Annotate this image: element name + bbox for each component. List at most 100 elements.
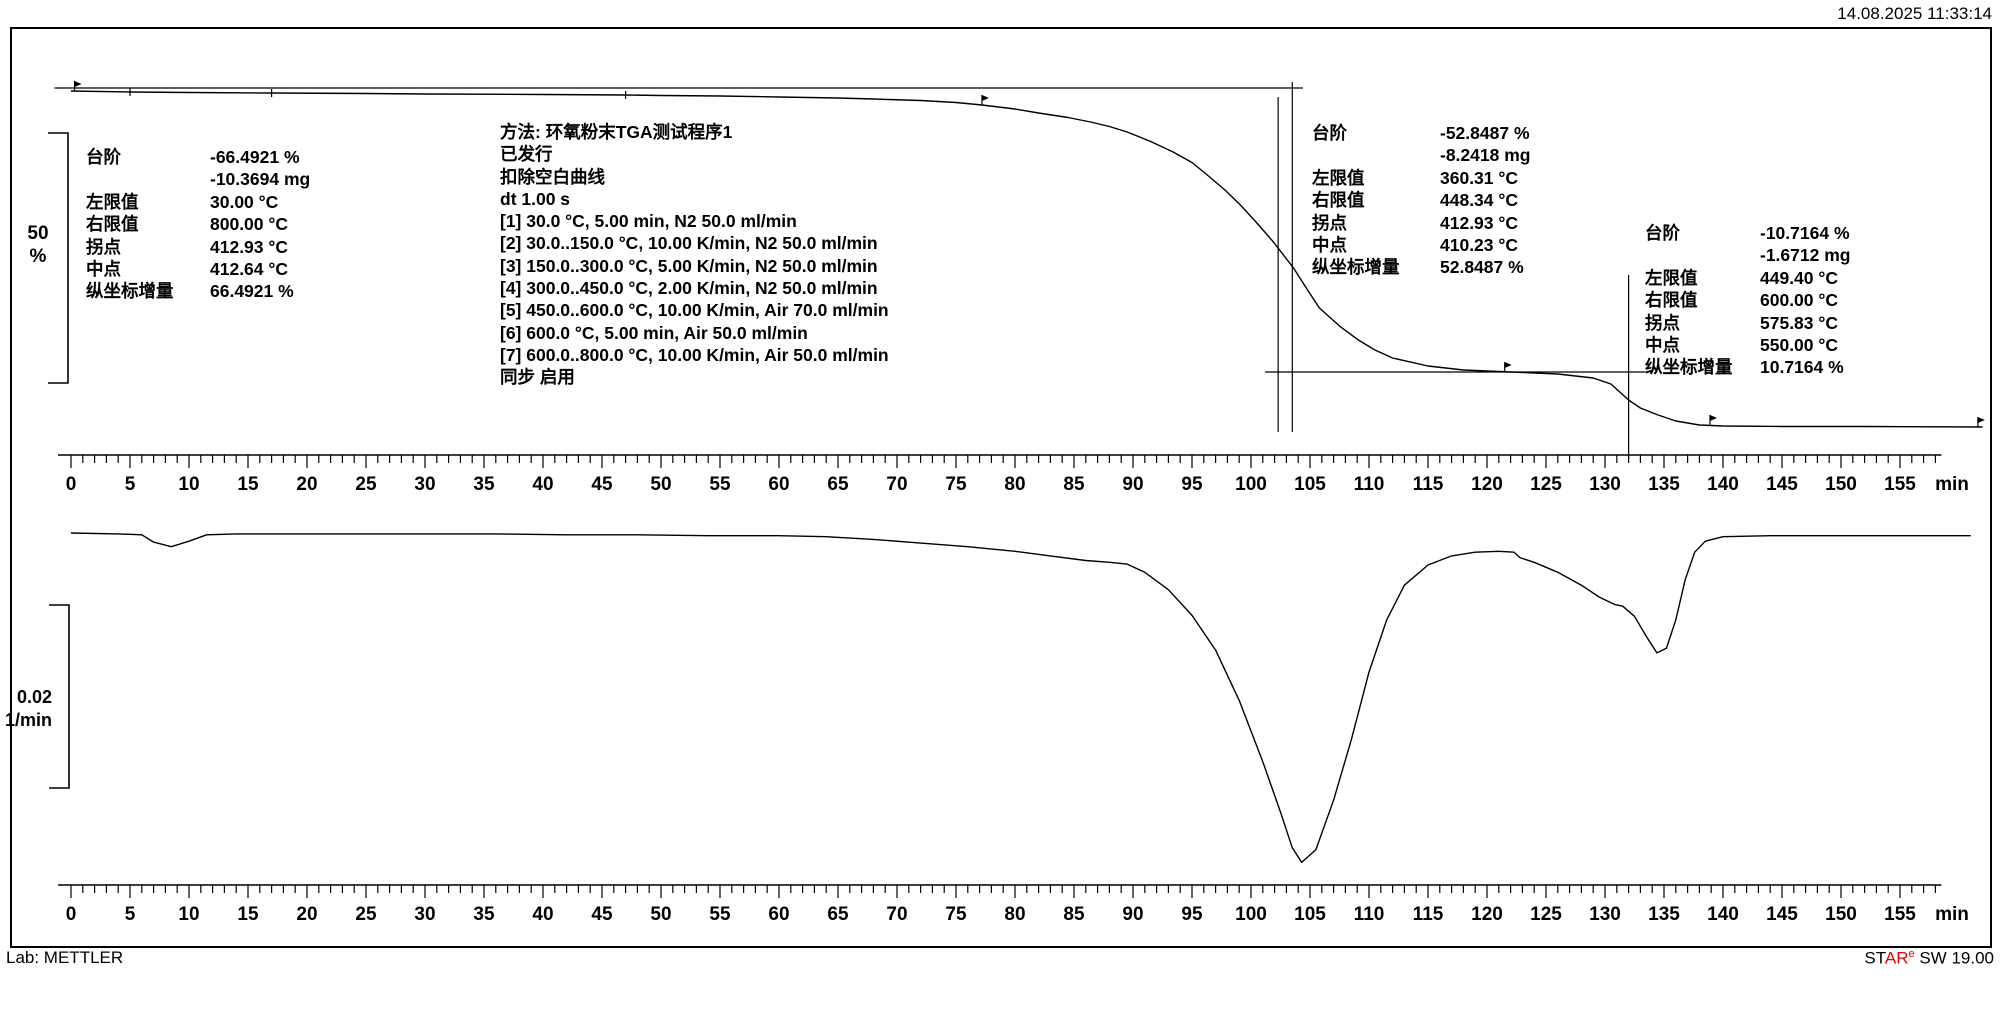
top-time-axis-ticklabel: 105 [1294, 474, 1326, 495]
method-line: [1] 30.0 °C, 5.00 min, N2 50.0 ml/min [500, 211, 797, 232]
result-value: -1.6712 mg [1760, 245, 1851, 266]
result-label: 拐点 [1312, 212, 1347, 233]
bottom-time-axis-unit-label: min [1935, 904, 1969, 925]
top-time-axis-ticklabel: 100 [1235, 474, 1267, 495]
bottom-time-axis-ticklabel: 120 [1471, 904, 1503, 925]
result-row: -8.2418 mg [1312, 144, 1530, 166]
top-time-axis-unit-label: min [1935, 474, 1969, 495]
tga-scale-label: 50 % [20, 222, 56, 268]
top-time-axis-ticklabel: 10 [178, 474, 199, 495]
top-time-axis-ticklabel: 70 [886, 474, 907, 495]
top-time-axis-ticklabel: 35 [473, 474, 495, 495]
result-label: 中点 [1645, 334, 1680, 355]
result-label: 纵坐标增量 [86, 281, 174, 302]
top-time-axis-ticklabel: 55 [709, 474, 731, 495]
method-line: 已发行 [500, 144, 553, 165]
result-row: 中点 412.64 °C [86, 258, 288, 280]
result-value: 575.83 °C [1760, 312, 1839, 333]
dtg-scale-bracket [49, 604, 70, 789]
software-p3: SW 19.00 [1914, 948, 1994, 968]
bottom-time-axis-ticklabel: 115 [1413, 904, 1444, 925]
result-value: 600.00 °C [1760, 290, 1839, 311]
tga-scale-bracket [48, 132, 69, 384]
bottom-time-axis-ticklabel: 60 [768, 904, 789, 925]
software-red: AR [1884, 948, 1909, 968]
top-time-axis-ticklabel: 80 [1004, 474, 1025, 495]
result-row: 中点 410.23 °C [1312, 234, 1518, 256]
tga-curve [70, 90, 1983, 428]
result-value: 448.34 °C [1440, 190, 1519, 211]
top-time-axis-ticklabel: 15 [237, 474, 259, 495]
flag-marker [1977, 417, 1985, 423]
result-row: 右限值 600.00 °C [1645, 289, 1838, 311]
bottom-time-axis-ticklabel: 55 [709, 904, 731, 925]
software-p1: ST [1864, 948, 1885, 968]
method-line: [4] 300.0..450.0 °C, 2.00 K/min, N2 50.0… [500, 278, 878, 299]
method-line: 扣除空白曲线 [500, 166, 605, 187]
result-value: 412.64 °C [210, 258, 289, 279]
result-row: -10.3694 mg [86, 168, 310, 190]
flag-marker [74, 81, 82, 87]
result-label: 中点 [1312, 234, 1347, 255]
result-value: 800.00 °C [210, 214, 289, 235]
result-row: 台阶 -10.7164 % [1645, 222, 1850, 244]
result-value: -10.3694 mg [210, 169, 311, 190]
result-label: 右限值 [1312, 190, 1365, 211]
bottom-time-axis-ticklabel: 155 [1884, 904, 1916, 925]
top-time-axis-ticklabel: 95 [1181, 474, 1203, 495]
result-value: 30.00 °C [210, 191, 279, 212]
result-value: -52.8487 % [1440, 123, 1530, 143]
result-label: 台阶 [86, 147, 121, 167]
result-row: 纵坐标增量 10.7164 % [1645, 356, 1844, 378]
top-time-axis-ticklabel: 110 [1354, 474, 1385, 495]
result-row: -1.6712 mg [1645, 244, 1850, 266]
result-label: 台阶 [1645, 223, 1680, 243]
result-value: 52.8487 % [1440, 257, 1524, 278]
method-line: [2] 30.0..150.0 °C, 10.00 K/min, N2 50.0… [500, 233, 878, 254]
result-row: 左限值 360.31 °C [1312, 167, 1518, 189]
result-value: 412.93 °C [1440, 212, 1519, 233]
method-line: [5] 450.0..600.0 °C, 10.00 K/min, Air 70… [500, 300, 889, 321]
result-row: 台阶 -52.8487 % [1312, 122, 1530, 144]
bottom-time-axis-ticklabel: 30 [414, 904, 435, 925]
bottom-time-axis-ticklabel: 40 [532, 904, 553, 925]
top-time-axis-ticklabel: 130 [1589, 474, 1621, 495]
method-line: [3] 150.0..300.0 °C, 5.00 K/min, N2 50.0… [500, 255, 878, 276]
method-line: [7] 600.0..800.0 °C, 10.00 K/min, Air 50… [500, 344, 889, 365]
result-value: 412.93 °C [210, 236, 289, 257]
top-time-axis-ticklabel: 140 [1707, 474, 1739, 495]
bottom-time-axis-ticklabel: 90 [1122, 904, 1143, 925]
result-row: 拐点 575.83 °C [1645, 312, 1838, 334]
result-label: 拐点 [86, 236, 121, 257]
bottom-time-axis-ticklabel: 15 [237, 904, 259, 925]
result-label: 台阶 [1312, 123, 1347, 143]
result-row: 拐点 412.93 °C [86, 236, 288, 258]
result-label: 左限值 [86, 191, 139, 212]
dtg-scale-value: 0.02 [16, 687, 52, 707]
result-row: 纵坐标增量 66.4921 % [86, 280, 294, 302]
flag-marker [1504, 362, 1512, 368]
result-value: 10.7164 % [1760, 357, 1844, 378]
result-value: 550.00 °C [1760, 334, 1839, 355]
tga-scale-unit: % [29, 246, 47, 267]
result-row: 中点 550.00 °C [1645, 334, 1838, 356]
bottom-time-axis-ticklabel: 105 [1294, 904, 1326, 925]
bottom-time-axis-ticklabel: 50 [650, 904, 671, 925]
bottom-time-axis-ticklabel: 45 [591, 904, 613, 925]
bottom-time-axis-ticklabel: 145 [1766, 904, 1798, 925]
lab-label: Lab: METTLER [6, 948, 124, 967]
result-label: 纵坐标增量 [1312, 257, 1400, 278]
result-row: 台阶 -66.4921 % [86, 146, 300, 168]
chart-border [10, 27, 1992, 948]
software-version-label: STARe SW 19.00 [1864, 948, 1994, 969]
result-block-step2: 台阶 -52.8487 % -8.2418 mg 左限值 360.31 °C 右限值 448… [1312, 122, 1530, 279]
tga-scale-value: 50 [27, 223, 49, 244]
bottom-time-axis-ticklabel: 65 [827, 904, 849, 925]
flag-marker [981, 95, 989, 101]
bottom-time-axis-ticklabel: 125 [1530, 904, 1562, 925]
bottom-time-axis-ticklabel: 0 [66, 904, 77, 925]
bottom-time-axis-ticklabel: 100 [1235, 904, 1267, 925]
result-label: 中点 [86, 258, 121, 279]
bottom-time-axis-ticklabel: 70 [886, 904, 907, 925]
bottom-time-axis-ticklabel: 80 [1004, 904, 1025, 925]
